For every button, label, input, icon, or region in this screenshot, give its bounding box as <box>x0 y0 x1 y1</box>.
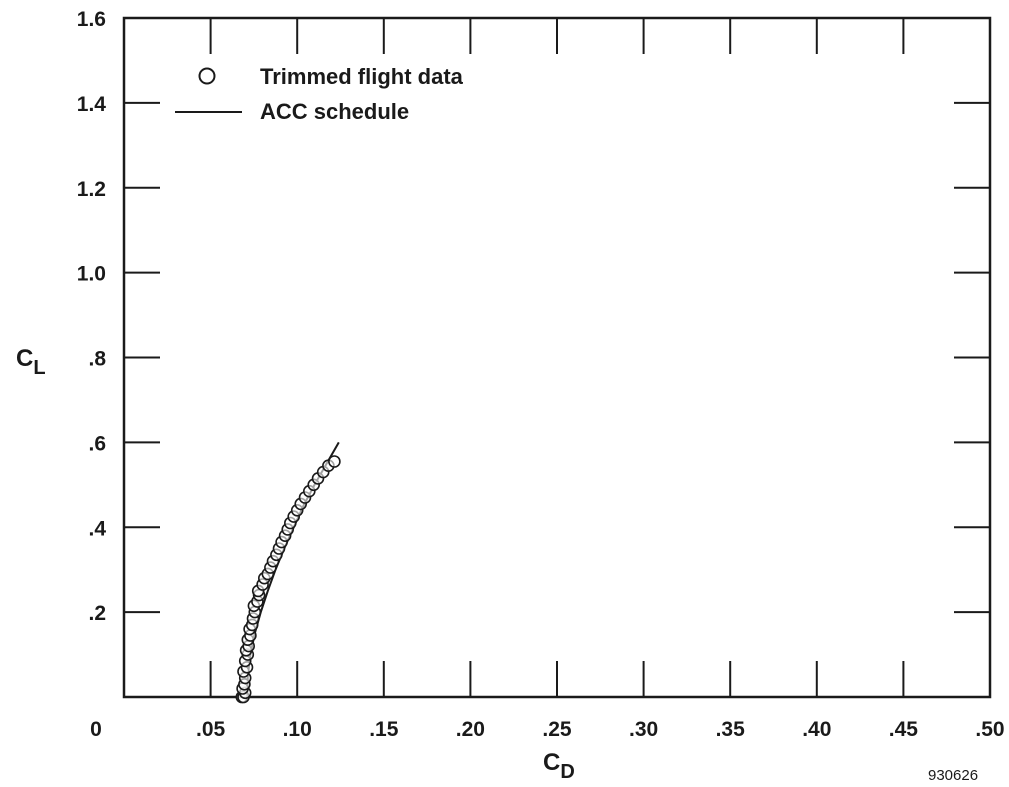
x-tick-label: .15 <box>369 718 399 741</box>
svg-text:CD: CD <box>543 749 575 783</box>
figure-number: 930626 <box>928 767 978 784</box>
y-axis-label-main: C <box>16 345 33 372</box>
x-tick-label: .25 <box>542 718 572 741</box>
y-tick-label: 1.2 <box>77 178 106 201</box>
y-tick-label: 1.0 <box>77 263 106 286</box>
x-axis-tick-labels: 0 .05 .10 .15 .20 .25 .30 .35 .40 .45 .50 <box>90 718 1004 741</box>
x-axis-ticks <box>209 18 905 697</box>
x-axis-label: CD <box>543 749 575 783</box>
y-axis-label: CL <box>16 345 46 379</box>
x-tick-label: .30 <box>629 718 658 741</box>
y-tick-label: .4 <box>88 517 106 540</box>
x-axis-label-subscript: D <box>560 761 574 783</box>
y-axis-ticks <box>124 101 990 614</box>
acc-schedule-series <box>246 441 340 698</box>
x-tick-label: .10 <box>283 718 312 741</box>
legend-label-trimmed-flight-data: Trimmed flight data <box>260 64 464 89</box>
x-tick-label: 0 <box>90 718 102 741</box>
svg-text:CL: CL <box>16 345 46 379</box>
trimmed-flight-data-series <box>235 455 341 704</box>
y-tick-label: 1.4 <box>77 93 107 116</box>
y-axis-label-subscript: L <box>33 357 45 379</box>
y-tick-label: 1.6 <box>77 8 106 31</box>
legend-marker-open-circle <box>198 67 216 85</box>
data-point <box>328 455 341 468</box>
legend-label-acc-schedule: ACC schedule <box>260 99 409 124</box>
x-axis-label-main: C <box>543 749 560 776</box>
y-tick-label: .2 <box>88 602 106 625</box>
legend: Trimmed flight data ACC schedule <box>175 64 464 124</box>
x-tick-label: .45 <box>889 718 919 741</box>
x-tick-label: .50 <box>975 718 1004 741</box>
x-tick-label: .20 <box>456 718 485 741</box>
x-tick-label: .40 <box>802 718 831 741</box>
x-tick-label: .05 <box>196 718 226 741</box>
y-tick-label: .8 <box>88 348 106 371</box>
x-tick-label: .35 <box>716 718 746 741</box>
y-tick-label: .6 <box>88 432 106 455</box>
y-axis-tick-labels: .2 .4 .6 .8 1.0 1.2 1.4 1.6 <box>77 8 107 625</box>
acc-schedule-line <box>246 441 340 698</box>
